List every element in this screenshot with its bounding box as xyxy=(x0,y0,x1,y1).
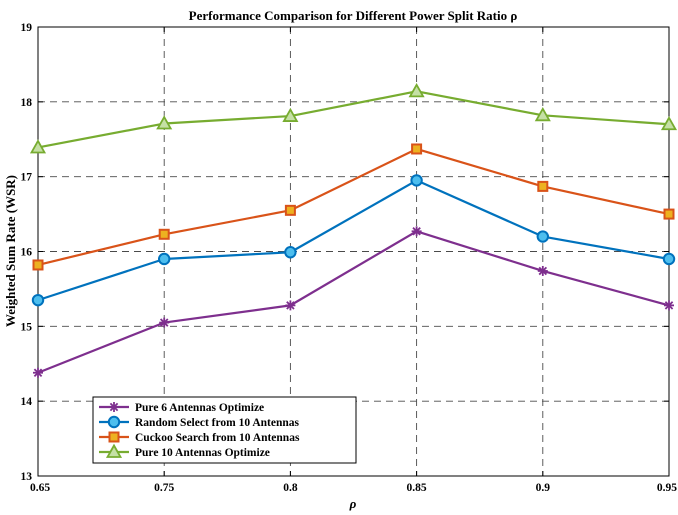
legend-marker xyxy=(107,415,121,429)
data-point-asterisk xyxy=(664,300,674,311)
x-tick-label: 0.8 xyxy=(283,482,298,494)
data-point-triangle xyxy=(282,107,299,122)
legend-item: Random Select from 10 Antennas xyxy=(99,415,300,429)
data-point-circle xyxy=(662,252,676,266)
data-point-triangle xyxy=(660,115,678,131)
data-point-circle xyxy=(410,174,423,187)
legend-item: Cuckoo Search from 10 Antennas xyxy=(99,431,300,444)
data-point-square xyxy=(663,208,675,220)
series-line-circle xyxy=(37,179,670,302)
ticks: 0.65 0.75 0.8 0.85 0.9 0.95 13 14 15 16 17 18 19 xyxy=(21,22,678,494)
y-axis-label: Weighted Sum Rate (WSR) xyxy=(3,175,18,327)
legend-label: Pure 6 Antennas Optimize xyxy=(135,402,264,414)
y-tick-label: 15 xyxy=(21,321,33,333)
data-point-circle xyxy=(284,246,297,259)
data-point-triangle xyxy=(29,139,47,154)
data-point-square xyxy=(158,228,170,240)
data-point-triangle xyxy=(534,106,551,122)
legend-box xyxy=(92,396,357,464)
data-point-circle xyxy=(536,230,549,243)
legend-label: Pure 10 Antennas Optimize xyxy=(135,447,270,459)
data-point-asterisk xyxy=(33,367,43,378)
legend-marker xyxy=(105,443,123,458)
data-point-square xyxy=(537,180,549,192)
data-point-square xyxy=(32,259,44,271)
legend-label: Random Select from 10 Antennas xyxy=(135,417,300,429)
series-line-asterisk xyxy=(37,230,670,374)
y-tick-label: 13 xyxy=(21,471,33,483)
y-tick-label: 18 xyxy=(21,97,33,109)
data-point-square xyxy=(284,204,296,216)
legend-marker xyxy=(108,431,120,443)
x-tick-label: 0.95 xyxy=(657,482,677,494)
chart-title: Performance Comparison for Different Pow… xyxy=(189,8,518,23)
x-axis-label: ρ xyxy=(349,496,357,511)
legend: Pure 6 Antennas Optimize Random Select fr… xyxy=(92,396,357,464)
legend-marker xyxy=(109,402,119,412)
series-line-triangle xyxy=(37,90,670,149)
series xyxy=(29,83,678,378)
data-point-asterisk xyxy=(537,265,548,276)
y-tick-label: 19 xyxy=(21,22,33,34)
x-tick-label: 0.75 xyxy=(154,482,174,494)
y-tick-label: 14 xyxy=(21,396,33,408)
data-point-triangle xyxy=(408,83,425,98)
data-point-asterisk xyxy=(159,317,170,328)
data-point-asterisk xyxy=(411,226,422,237)
x-tick-label: 0.9 xyxy=(536,482,551,494)
y-tick-label: 17 xyxy=(21,172,33,184)
legend-label: Cuckoo Search from 10 Antennas xyxy=(135,432,300,444)
legend-item: Pure 6 Antennas Optimize xyxy=(99,402,264,414)
series-line-square xyxy=(37,147,670,267)
x-tick-label: 0.85 xyxy=(407,482,427,494)
data-point-asterisk xyxy=(285,300,296,311)
x-tick-label: 0.65 xyxy=(30,482,50,494)
data-point-circle xyxy=(158,252,171,266)
data-point-triangle xyxy=(156,115,173,130)
legend-item: Pure 10 Antennas Optimize xyxy=(99,443,270,459)
y-tick-label: 16 xyxy=(21,247,33,259)
data-point-circle xyxy=(31,293,45,307)
data-point-square xyxy=(411,143,423,155)
